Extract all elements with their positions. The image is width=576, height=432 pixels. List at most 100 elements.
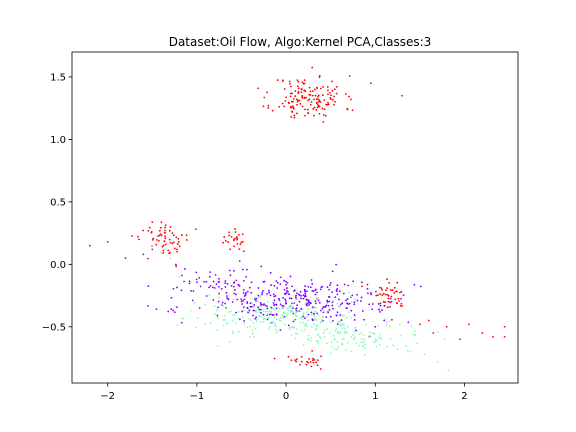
scatter-point [405, 345, 408, 347]
scatter-point [346, 108, 349, 111]
scatter-point [88, 244, 91, 247]
scatter-point [365, 323, 368, 326]
scatter-point [164, 226, 166, 229]
scatter-point [161, 245, 164, 248]
scatter-point [272, 320, 275, 323]
scatter-point [305, 96, 307, 99]
scatter-point [323, 108, 326, 111]
scatter-point [240, 300, 243, 303]
scatter-points [88, 66, 506, 372]
scatter-point [257, 87, 260, 90]
scatter-point [333, 339, 336, 341]
scatter-point [296, 100, 299, 103]
scatter-point [300, 360, 303, 363]
scatter-point [347, 284, 350, 287]
scatter-point [384, 293, 387, 296]
scatter-point [353, 301, 356, 303]
scatter-point [283, 315, 286, 318]
scatter-point [384, 318, 387, 321]
scatter-point [320, 319, 323, 322]
scatter-point [284, 300, 287, 302]
scatter-point [335, 348, 338, 351]
scatter-point [315, 98, 318, 100]
scatter-point [222, 325, 225, 327]
scatter-point [303, 295, 306, 298]
scatter-point [447, 369, 450, 372]
scatter-point [325, 342, 328, 345]
scatter-point [379, 336, 382, 339]
scatter-point [329, 332, 332, 334]
scatter-point [481, 332, 484, 334]
scatter-point [264, 304, 267, 307]
scatter-point [296, 79, 299, 82]
scatter-point [208, 294, 211, 296]
scatter-point [338, 290, 341, 293]
scatter-point [162, 244, 165, 247]
scatter-point [377, 303, 380, 305]
scatter-point [325, 316, 328, 319]
scatter-point [336, 311, 339, 314]
scatter-point [249, 311, 251, 313]
scatter-point [315, 307, 317, 309]
scatter-point [175, 265, 178, 268]
scatter-point [249, 302, 252, 305]
scatter-point [279, 329, 282, 331]
scatter-point [378, 308, 381, 311]
scatter-point [320, 355, 322, 358]
scatter-point [242, 292, 245, 294]
scatter-point [350, 316, 353, 319]
scatter-point [270, 310, 272, 313]
scatter-point [311, 318, 314, 321]
scatter-point [233, 282, 235, 284]
scatter-point [315, 340, 318, 342]
scatter-point [183, 280, 185, 283]
scatter-point [235, 322, 238, 325]
scatter-point [235, 311, 237, 314]
scatter-point [292, 311, 294, 314]
scatter-point [341, 338, 344, 340]
scatter-point [290, 297, 293, 300]
scatter-point [316, 101, 318, 104]
scatter-point [248, 325, 251, 328]
scatter-point [305, 298, 308, 301]
scatter-point [259, 302, 262, 304]
scatter-point [232, 332, 234, 335]
scatter-point [388, 281, 391, 284]
scatter-point [287, 306, 290, 309]
scatter-point [222, 318, 225, 321]
scatter-point [299, 290, 302, 293]
scatter-point [273, 316, 276, 319]
scatter-point [162, 252, 165, 254]
scatter-point [329, 284, 331, 286]
scatter-point [354, 298, 356, 301]
scatter-point [307, 285, 310, 288]
scatter-point [300, 91, 303, 94]
scatter-point [290, 359, 293, 362]
scatter-point [377, 325, 380, 327]
scatter-point [240, 241, 243, 244]
scatter-point [312, 359, 314, 362]
scatter-point [254, 327, 257, 330]
scatter-point [184, 268, 186, 270]
scatter-point [237, 310, 240, 313]
scatter-point [173, 247, 176, 250]
scatter-point [361, 281, 363, 284]
scatter-point [333, 103, 335, 106]
scatter-point [244, 306, 246, 309]
scatter-point [375, 290, 377, 293]
scatter-point [327, 304, 330, 307]
scatter-point [315, 361, 318, 364]
scatter-point [342, 292, 345, 295]
scatter-point [289, 311, 292, 313]
scatter-point [432, 332, 435, 334]
scatter-point [413, 333, 416, 336]
scatter-point [231, 330, 234, 333]
scatter-point [373, 341, 375, 344]
scatter-point [188, 282, 191, 285]
scatter-point [158, 229, 161, 232]
scatter-point [249, 305, 252, 308]
scatter-point [171, 242, 174, 245]
scatter-point [195, 278, 198, 281]
scatter-point [334, 329, 337, 332]
scatter-point [336, 284, 339, 287]
